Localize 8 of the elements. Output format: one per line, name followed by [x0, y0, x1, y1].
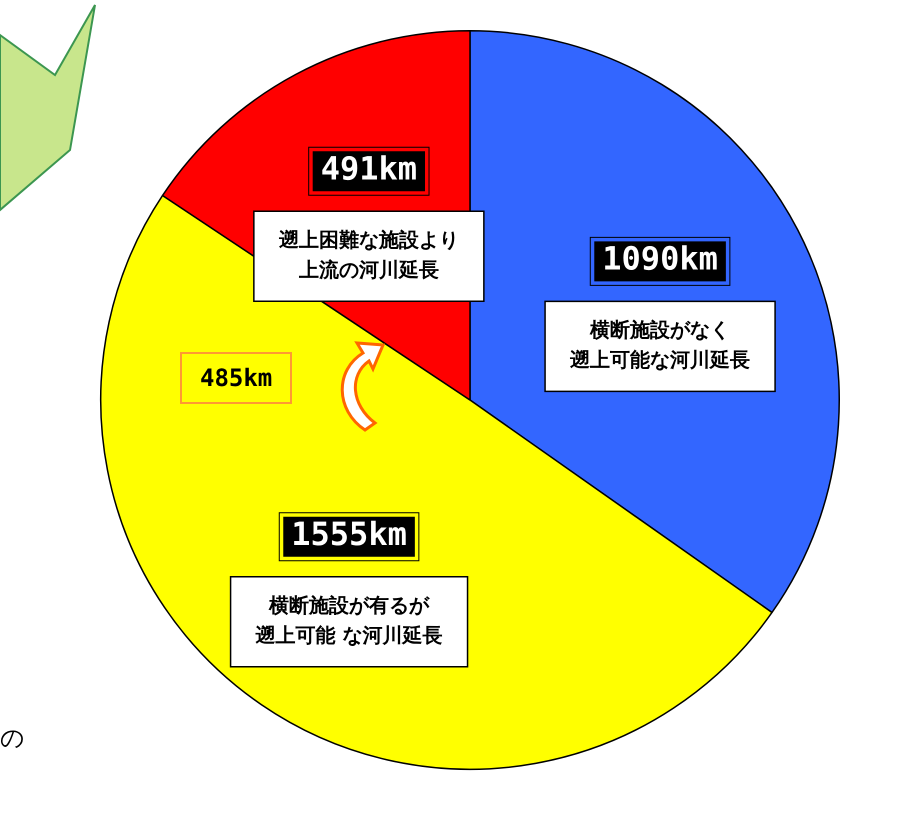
- data-label: 1090km: [602, 240, 718, 278]
- slice-label: 横断施設が有るが遡上可能 な河川延長: [254, 592, 443, 647]
- slice-label: 横断施設がなく遡上可能な河川延長: [569, 318, 750, 372]
- text: 485km: [180, 352, 292, 404]
- data-label: 1555km: [291, 515, 407, 554]
- data-label: 491km: [320, 150, 418, 188]
- slice-label: 遡上困難な施設より上流の河川延長: [278, 227, 459, 282]
- text: の: [0, 723, 25, 754]
